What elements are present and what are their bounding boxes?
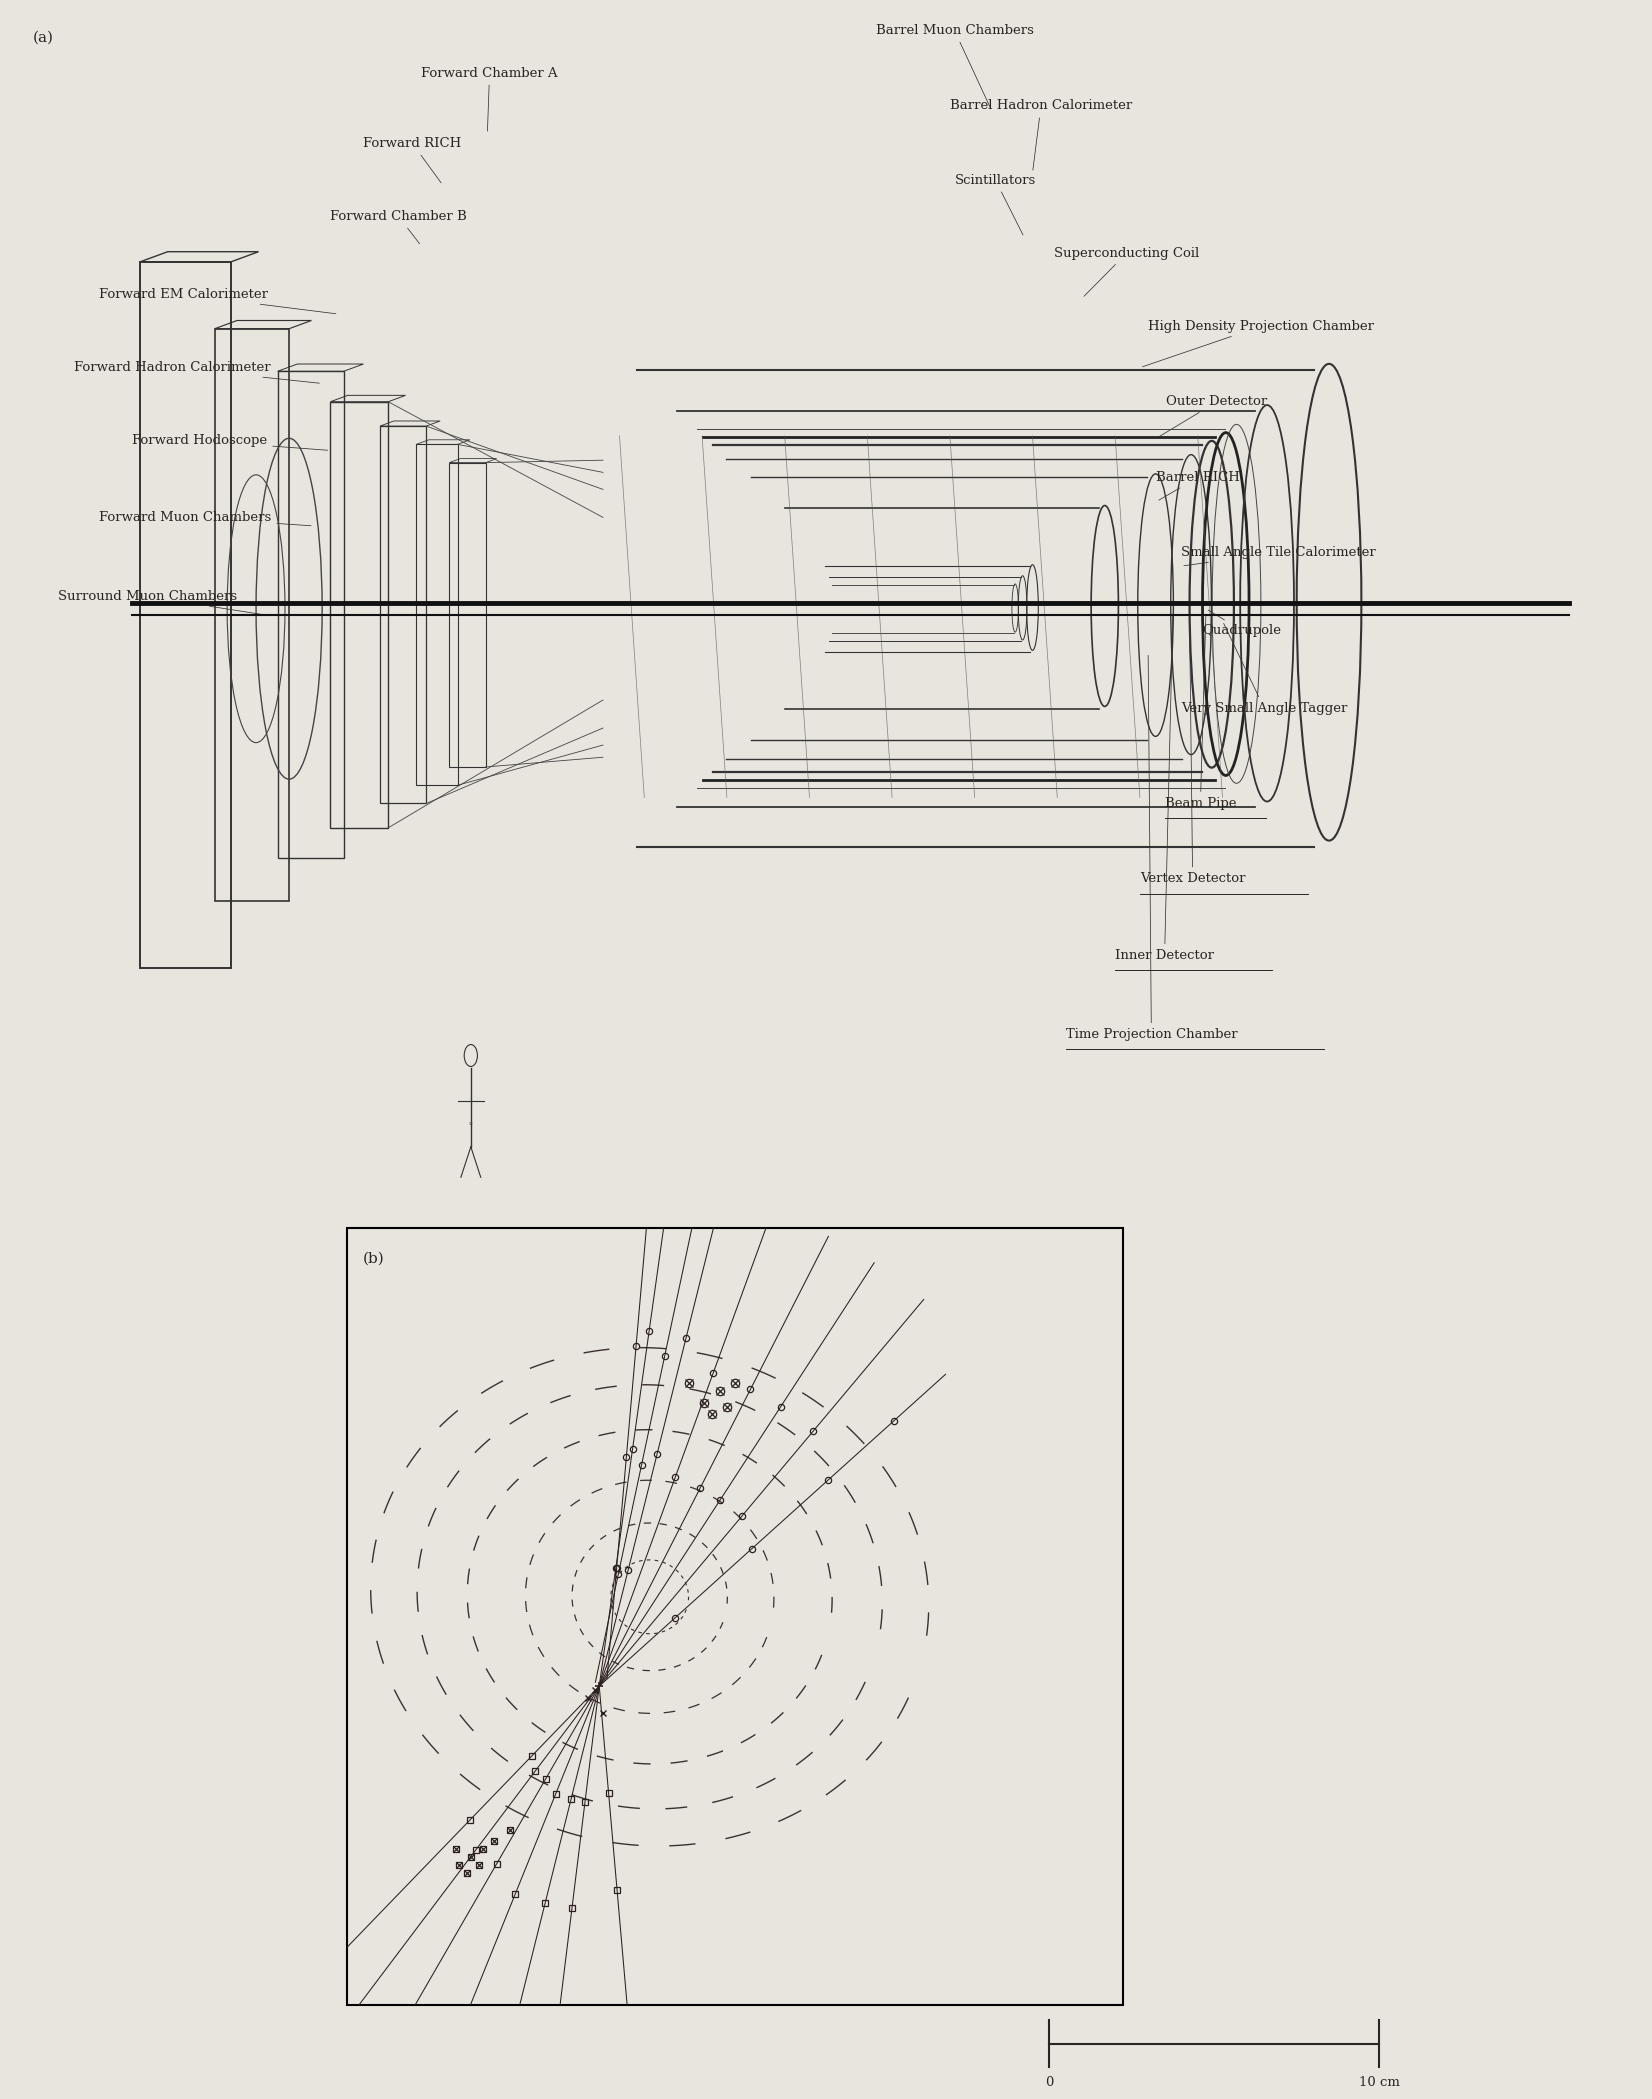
Text: 10 cm: 10 cm bbox=[1360, 2076, 1399, 2089]
Text: Forward RICH: Forward RICH bbox=[363, 136, 461, 183]
Text: (a): (a) bbox=[33, 31, 55, 44]
Text: Barrel RICH: Barrel RICH bbox=[1156, 470, 1241, 500]
Text: Barrel Muon Chambers: Barrel Muon Chambers bbox=[876, 23, 1034, 107]
Text: Outer Detector: Outer Detector bbox=[1158, 395, 1267, 437]
Text: Very Small Angle Tagger: Very Small Angle Tagger bbox=[1181, 623, 1348, 716]
Text: Forward EM Calorimeter: Forward EM Calorimeter bbox=[99, 288, 335, 313]
Text: Time Projection Chamber: Time Projection Chamber bbox=[1066, 655, 1237, 1041]
Text: Surround Muon Chambers: Surround Muon Chambers bbox=[58, 590, 261, 615]
Text: Quadrupole: Quadrupole bbox=[1203, 611, 1282, 638]
Text: Superconducting Coil: Superconducting Coil bbox=[1054, 248, 1199, 296]
Text: Beam Pipe: Beam Pipe bbox=[1165, 615, 1236, 810]
Text: Vertex Detector: Vertex Detector bbox=[1140, 611, 1246, 886]
Text: Forward Hadron Calorimeter: Forward Hadron Calorimeter bbox=[74, 361, 319, 384]
Text: Forward Chamber B: Forward Chamber B bbox=[330, 210, 468, 243]
Text: Forward Chamber A: Forward Chamber A bbox=[421, 67, 558, 130]
Text: Forward Muon Chambers: Forward Muon Chambers bbox=[99, 510, 311, 525]
Text: Forward Hodoscope: Forward Hodoscope bbox=[132, 434, 327, 451]
Text: High Density Projection Chamber: High Density Projection Chamber bbox=[1143, 319, 1374, 367]
Text: ⚇: ⚇ bbox=[469, 1123, 472, 1125]
Text: Barrel Hadron Calorimeter: Barrel Hadron Calorimeter bbox=[950, 99, 1132, 170]
Text: Small Angle Tile Calorimeter: Small Angle Tile Calorimeter bbox=[1181, 546, 1376, 567]
Text: (b): (b) bbox=[362, 1251, 385, 1266]
Text: Inner Detector: Inner Detector bbox=[1115, 613, 1214, 961]
Text: 0: 0 bbox=[1044, 2076, 1054, 2089]
Text: Scintillators: Scintillators bbox=[955, 174, 1036, 235]
